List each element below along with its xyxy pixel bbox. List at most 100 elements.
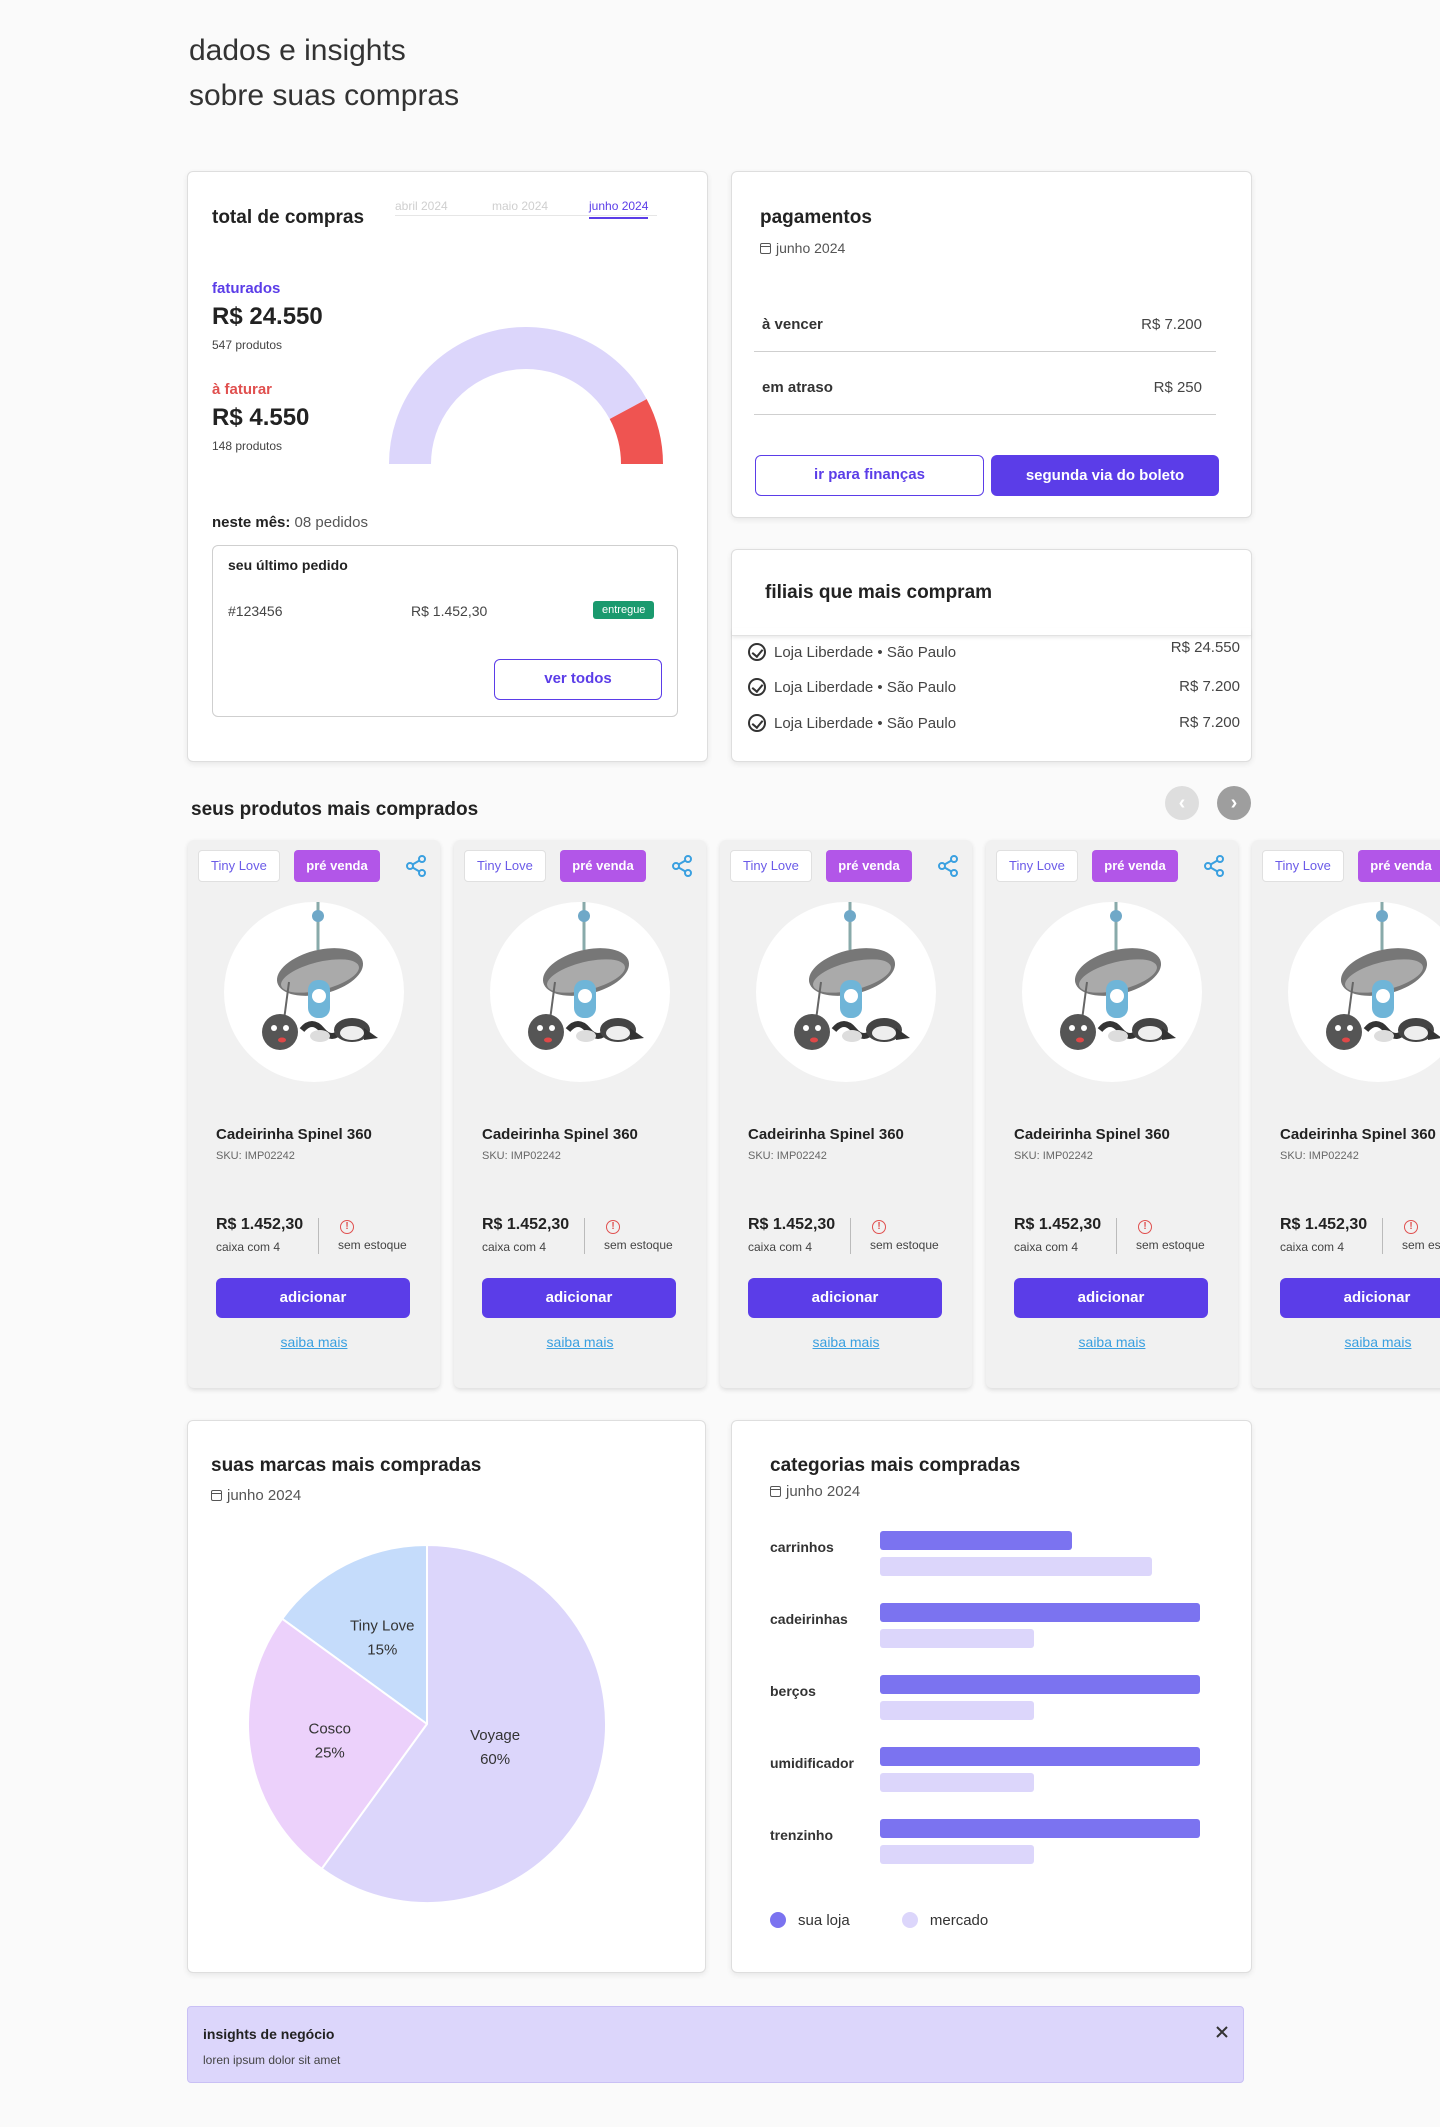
alert-icon: ! [606, 1220, 620, 1234]
carousel-next-button[interactable]: › [1217, 786, 1251, 820]
product-name: Cadeirinha Spinel 360 [1014, 1126, 1170, 1143]
saiba-mais-link[interactable]: saiba mais [546, 1334, 614, 1350]
month-summary-label: neste mês: [212, 514, 291, 531]
category-label: umidificador [770, 1755, 855, 1771]
pagamento-value: R$ 250 [1153, 379, 1202, 396]
pie-slice-tiny-love [280, 1543, 428, 1726]
filiais-divider [732, 628, 1251, 636]
filial-name: Loja Liberdade • São Paulo [774, 644, 957, 661]
product-sku: SKU: IMP02242 [1014, 1150, 1093, 1162]
product-divider [850, 1218, 851, 1254]
categorias-period-label: junho 2024 [786, 1483, 861, 1500]
order-status-badge: entregue [593, 601, 655, 619]
produtos-title: seus produtos mais comprados [191, 799, 479, 820]
product-sku: SKU: IMP02242 [482, 1150, 561, 1162]
share-icon[interactable] [670, 854, 694, 878]
product-name: Cadeirinha Spinel 360 [1280, 1126, 1436, 1143]
category-label: cadeirinhas [770, 1611, 848, 1627]
segunda-via-boleto-button[interactable]: segunda via do boleto [991, 455, 1219, 496]
a-faturar-value: R$ 4.550 [212, 404, 310, 431]
product-stock: sem estoque [1402, 1238, 1440, 1252]
pre-venda-badge: pré venda [1358, 850, 1440, 882]
add-to-cart-button[interactable]: adicionar [482, 1278, 676, 1318]
insights-title: insights de negócio [203, 2026, 335, 2042]
last-order-value: R$ 1.452,30 [411, 603, 488, 619]
carousel-prev-button[interactable]: ‹ [1165, 786, 1199, 820]
page-heading: dados e insights sobre suas compras [189, 28, 459, 118]
product-divider [1382, 1218, 1383, 1254]
product-card: Tiny Love pré venda [1252, 840, 1440, 1388]
month-summary: neste mês: 08 pedidos [212, 514, 368, 531]
product-price: R$ 1.452,30 [1014, 1216, 1102, 1233]
product-name: Cadeirinha Spinel 360 [482, 1126, 638, 1143]
share-icon[interactable] [1202, 854, 1226, 878]
gauge-faturados-arc [389, 327, 647, 464]
bar-mercado [880, 1701, 1034, 1720]
alert-icon: ! [1404, 1220, 1418, 1234]
product-image [224, 902, 404, 1082]
pie-percent: 15% [367, 1641, 397, 1658]
categorias-title: categorias mais compradas [770, 1455, 1021, 1476]
bar-sua-loja [880, 1675, 1200, 1694]
product-sku: SKU: IMP02242 [748, 1150, 827, 1162]
ir-para-financas-button[interactable]: ir para finanças [755, 455, 984, 496]
pie-label: Voyage [470, 1727, 520, 1744]
pie-percent: 60% [480, 1751, 510, 1768]
tab-maio-2024[interactable]: maio 2024 [492, 199, 549, 213]
product-image [756, 902, 936, 1082]
add-to-cart-button[interactable]: adicionar [1014, 1278, 1208, 1318]
bar-mercado [880, 1845, 1034, 1864]
bar-sua-loja [880, 1747, 1200, 1766]
saiba-mais-link[interactable]: saiba mais [1344, 1334, 1412, 1350]
marcas-pie-chart: Tiny Love 15% Cosco 25% Voyage 60% [247, 1543, 607, 1904]
product-sku: SKU: IMP02242 [216, 1150, 295, 1162]
saiba-mais-link[interactable]: saiba mais [1078, 1334, 1146, 1350]
filial-name: Loja Liberdade • São Paulo [774, 679, 957, 696]
add-to-cart-button[interactable]: adicionar [748, 1278, 942, 1318]
share-icon[interactable] [404, 854, 428, 878]
add-to-cart-button[interactable]: adicionar [216, 1278, 410, 1318]
check-circle-icon [748, 643, 766, 661]
a-faturar-label: à faturar [212, 381, 273, 398]
faturados-label: faturados [212, 280, 281, 297]
pie-label: Cosco [308, 1720, 351, 1737]
product-stock: sem estoque [338, 1238, 407, 1252]
filial-row: Loja Liberdade • São Paulo R$ 7.200 [748, 714, 1240, 744]
faturados-value: R$ 24.550 [212, 303, 323, 330]
product-box: caixa com 4 [482, 1240, 547, 1254]
product-brand-tag: Tiny Love [1262, 850, 1344, 882]
baby-mobile-toy-icon [1326, 902, 1440, 1050]
pie-percent: 25% [315, 1744, 345, 1761]
pagamentos-period: junho 2024 [760, 240, 845, 256]
product-brand-tag: Tiny Love [730, 850, 812, 882]
share-icon[interactable] [936, 854, 960, 878]
tab-abril-2024[interactable]: abril 2024 [395, 199, 448, 213]
ver-todos-button[interactable]: ver todos [494, 659, 662, 700]
product-card: Tiny Love pré venda [720, 840, 972, 1388]
month-tabs: abril 2024 maio 2024 junho 2024 [395, 199, 657, 219]
last-order-box: seu último pedido #123456 R$ 1.452,30 en… [212, 545, 678, 717]
filial-name: Loja Liberdade • São Paulo [774, 715, 957, 732]
saiba-mais-link[interactable]: saiba mais [812, 1334, 880, 1350]
gauge-a-faturar-arc [609, 399, 663, 464]
product-name: Cadeirinha Spinel 360 [748, 1126, 904, 1143]
legend-sua-loja: sua loja [798, 1912, 850, 1929]
product-box: caixa com 4 [216, 1240, 281, 1254]
bar-sua-loja [880, 1531, 1072, 1550]
add-to-cart-button[interactable]: adicionar [1280, 1278, 1440, 1318]
baby-mobile-toy-icon [528, 902, 644, 1050]
category-label: trenzinho [770, 1827, 833, 1843]
product-stock: sem estoque [604, 1238, 673, 1252]
pagamento-row-em-atraso: em atraso R$ 250 [754, 353, 1216, 415]
product-brand-tag: Tiny Love [996, 850, 1078, 882]
close-icon[interactable] [1215, 2025, 1229, 2039]
tab-junho-2024[interactable]: junho 2024 [589, 199, 649, 219]
product-card: Tiny Love pré venda [454, 840, 706, 1388]
billing-gauge [389, 327, 663, 464]
pagamento-value: R$ 7.200 [1141, 316, 1202, 333]
pre-venda-badge: pré venda [1092, 850, 1178, 882]
baby-mobile-toy-icon [1060, 902, 1176, 1050]
filiais-title: filiais que mais compram [765, 582, 993, 603]
filiais-card: filiais que mais compram Loja Liberdade … [731, 549, 1252, 762]
saiba-mais-link[interactable]: saiba mais [280, 1334, 348, 1350]
